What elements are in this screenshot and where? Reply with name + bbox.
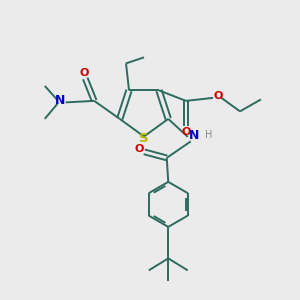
Text: O: O bbox=[79, 68, 88, 78]
Text: O: O bbox=[134, 145, 143, 154]
Text: O: O bbox=[214, 92, 223, 101]
Text: S: S bbox=[139, 132, 149, 146]
Text: H: H bbox=[205, 130, 212, 140]
Text: N: N bbox=[189, 129, 200, 142]
Text: O: O bbox=[181, 127, 191, 137]
Text: N: N bbox=[55, 94, 65, 107]
